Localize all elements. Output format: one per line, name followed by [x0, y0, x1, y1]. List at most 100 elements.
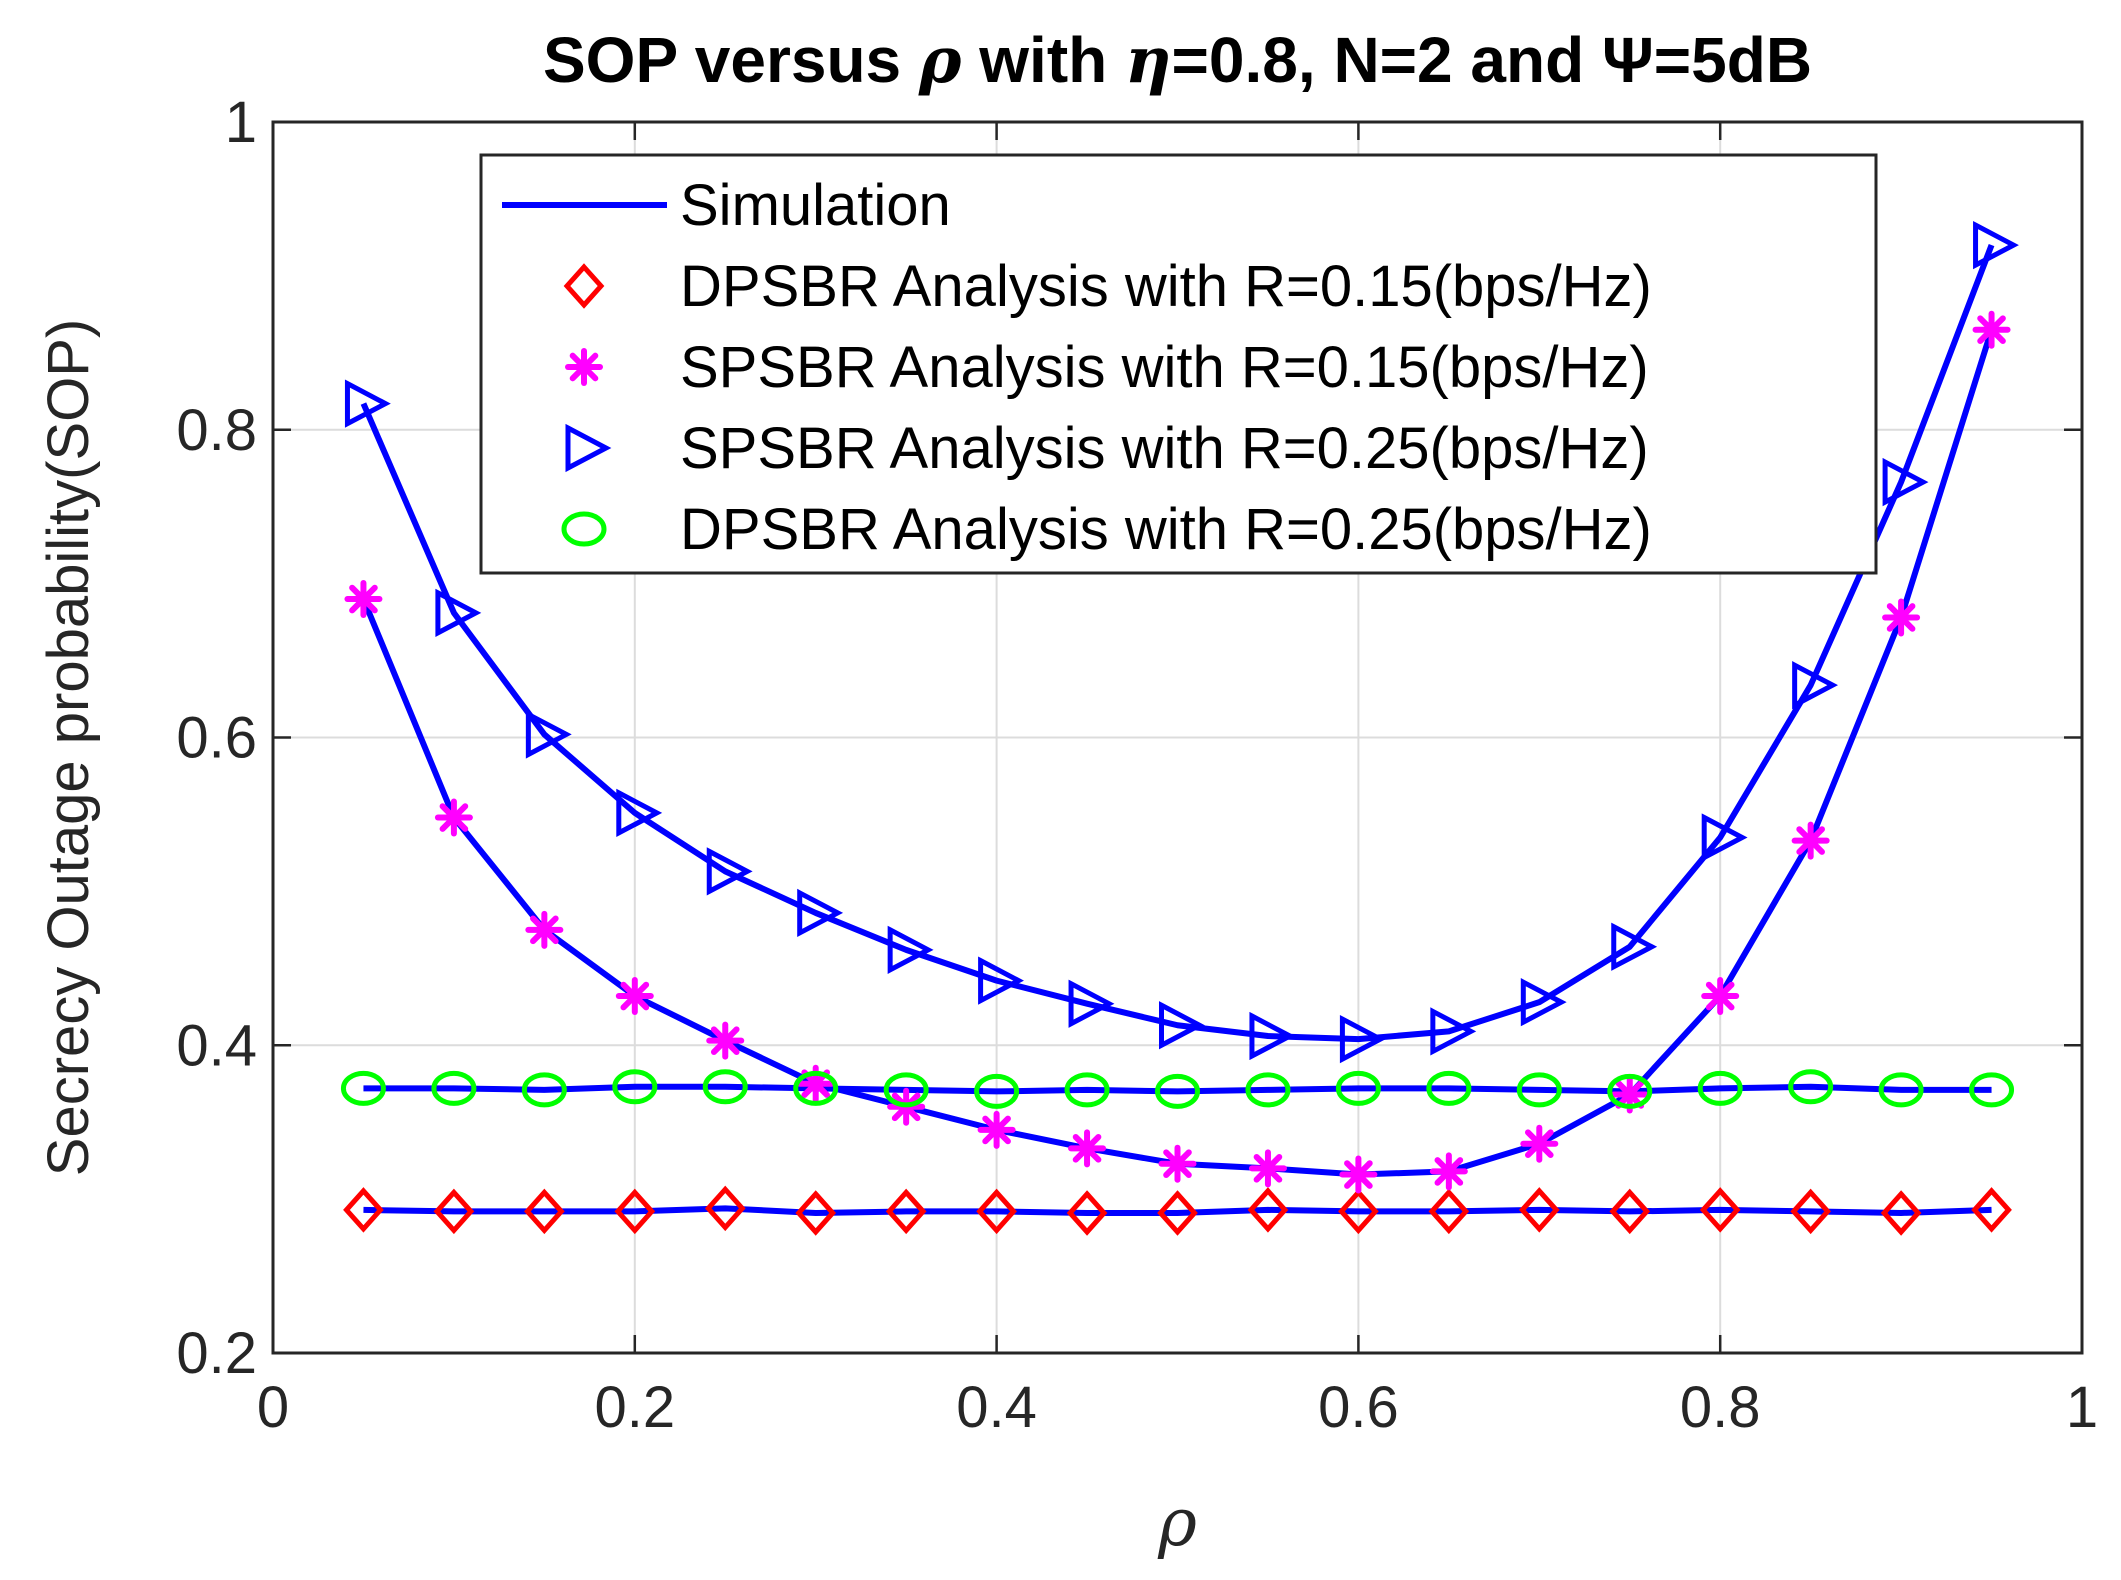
asterisk-stroke — [349, 584, 378, 614]
asterisk-stroke — [710, 1026, 740, 1055]
asterisk-stroke — [569, 352, 599, 382]
asterisk-stroke — [1977, 315, 2006, 345]
data-point — [1249, 1011, 1296, 1061]
data-point — [1791, 821, 1830, 860]
data-point — [525, 910, 564, 949]
data-point — [974, 1073, 1020, 1109]
data-point — [795, 1190, 837, 1236]
asterisk-stroke — [620, 981, 650, 1011]
title-part: η — [1125, 23, 1172, 98]
simulation-line-1 — [363, 1083, 1992, 1095]
legend-marker-sample — [565, 348, 603, 386]
data-point — [1157, 1190, 1198, 1236]
data-point — [1697, 1070, 1743, 1106]
data-point — [1428, 1188, 1470, 1235]
title-part: with — [961, 24, 1125, 96]
data-point — [1159, 1001, 1205, 1050]
data-point — [1880, 1190, 1922, 1236]
legend-entry: DPSBR Analysis with R=0.25(bps/Hz) — [561, 497, 1652, 562]
data-point — [1520, 1124, 1559, 1163]
data-point — [344, 580, 383, 619]
data-point — [1972, 310, 2011, 349]
legend-entry: SPSBR Analysis with R=0.15(bps/Hz) — [565, 335, 1649, 400]
asterisk-stroke — [1253, 1154, 1283, 1183]
simulation-line-0 — [363, 1205, 1992, 1216]
legend: Simulation DPSBR Analysis with R=0.15(bps… — [479, 153, 1878, 575]
data-point — [1430, 1007, 1477, 1056]
data-point — [340, 1070, 386, 1106]
x-tick-label: 0.6 — [1318, 1375, 1399, 1440]
data-point — [1335, 1070, 1381, 1106]
data-point — [1516, 1072, 1562, 1108]
legend-entry: SPSBR Analysis with R=0.25(bps/Hz) — [565, 416, 1649, 481]
data-point — [706, 847, 753, 896]
data-point — [797, 888, 844, 938]
legend-label: DPSBR Analysis with R=0.15(bps/Hz) — [680, 254, 1652, 319]
data-point — [1973, 220, 2019, 270]
data-point — [1155, 1073, 1200, 1109]
legend-label: DPSBR Analysis with R=0.25(bps/Hz) — [680, 497, 1652, 562]
data-point — [1611, 922, 1658, 971]
y-tick-label: 1 — [225, 90, 257, 155]
data-point — [1247, 1187, 1289, 1233]
asterisk-stroke — [1344, 1160, 1373, 1189]
data-point — [1248, 1149, 1287, 1188]
asterisk-stroke — [1615, 1080, 1645, 1109]
data-point — [887, 925, 934, 974]
title-part: ρ — [918, 23, 962, 98]
legend-marker-sample — [563, 263, 605, 309]
asterisk-stroke — [1796, 826, 1825, 855]
x-tick-label: 1 — [2066, 1375, 2098, 1440]
title-part: SOP versus — [543, 24, 919, 96]
data-point — [615, 977, 654, 1016]
data-point — [704, 1185, 746, 1232]
data-point — [1520, 978, 1567, 1027]
data-point — [1790, 1188, 1832, 1235]
data-point — [434, 798, 473, 837]
data-point — [521, 1072, 567, 1108]
legend-label: Simulation — [680, 173, 951, 238]
title-part: =5dB — [1654, 24, 1812, 96]
data-point — [344, 379, 391, 428]
data-point — [1792, 661, 1839, 710]
data-point — [1158, 1144, 1197, 1183]
title-part: =0.8, N=2 and — [1172, 24, 1602, 96]
axes-box — [271, 120, 2084, 1355]
data-point — [706, 1021, 745, 1060]
data-point — [435, 588, 482, 638]
series-markers-0 — [343, 1185, 2012, 1236]
legend-box — [479, 153, 1878, 575]
data-point — [431, 1070, 477, 1106]
data-point — [1066, 1190, 1108, 1236]
data-point — [978, 956, 1024, 1005]
data-point — [1607, 1073, 1653, 1109]
data-point — [1882, 457, 1929, 507]
data-point — [702, 1069, 748, 1105]
legend-label: SPSBR Analysis with R=0.25(bps/Hz) — [680, 416, 1649, 481]
data-point — [1245, 1072, 1291, 1108]
data-point — [525, 710, 572, 759]
data-point — [612, 1069, 658, 1105]
data-point — [1701, 813, 1748, 862]
asterisk-stroke — [1524, 1129, 1554, 1159]
y-axis-label: Secrecy Outage probability(SOP) — [36, 319, 101, 1176]
data-point — [1882, 598, 1921, 637]
asterisk-stroke — [439, 803, 469, 832]
data-point — [1699, 1187, 1741, 1233]
x-tick-label: 0.8 — [1680, 1375, 1761, 1440]
legend-marker-sample — [561, 511, 607, 547]
data-point — [433, 1188, 475, 1235]
asterisk-stroke — [1163, 1149, 1192, 1179]
data-point — [1429, 1152, 1468, 1191]
data-point — [1969, 1072, 2015, 1108]
data-point — [1701, 977, 1740, 1016]
data-point — [1609, 1188, 1651, 1235]
y-tick-label: 0.6 — [176, 706, 257, 771]
data-point — [883, 1072, 929, 1108]
series-markers-2 — [344, 220, 2019, 1064]
x-tick-label: 0.2 — [594, 1375, 675, 1440]
data-point — [1878, 1072, 1924, 1108]
data-point — [793, 1070, 839, 1106]
data-point — [1426, 1070, 1472, 1106]
asterisk-stroke — [982, 1115, 1011, 1145]
